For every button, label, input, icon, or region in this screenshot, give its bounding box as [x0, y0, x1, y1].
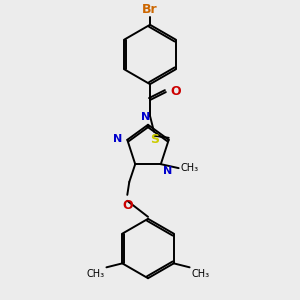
Text: S: S — [151, 133, 160, 146]
Text: O: O — [122, 199, 133, 212]
Text: CH₃: CH₃ — [181, 163, 199, 173]
Text: N: N — [163, 166, 172, 176]
Text: CH₃: CH₃ — [192, 269, 210, 279]
Text: CH₃: CH₃ — [86, 269, 104, 279]
Text: Br: Br — [142, 3, 158, 16]
Text: N: N — [113, 134, 122, 144]
Text: O: O — [171, 85, 182, 98]
Text: N: N — [141, 112, 151, 122]
